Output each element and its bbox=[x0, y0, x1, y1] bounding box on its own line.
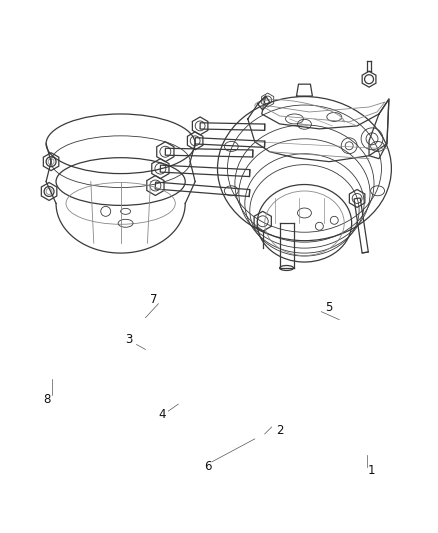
Text: 4: 4 bbox=[159, 408, 166, 421]
Text: 7: 7 bbox=[150, 293, 157, 306]
Text: 2: 2 bbox=[276, 424, 283, 438]
Text: 3: 3 bbox=[125, 333, 132, 346]
Text: 5: 5 bbox=[325, 301, 333, 314]
Text: 8: 8 bbox=[43, 393, 51, 406]
Text: 1: 1 bbox=[367, 464, 375, 477]
Text: 6: 6 bbox=[204, 460, 212, 473]
